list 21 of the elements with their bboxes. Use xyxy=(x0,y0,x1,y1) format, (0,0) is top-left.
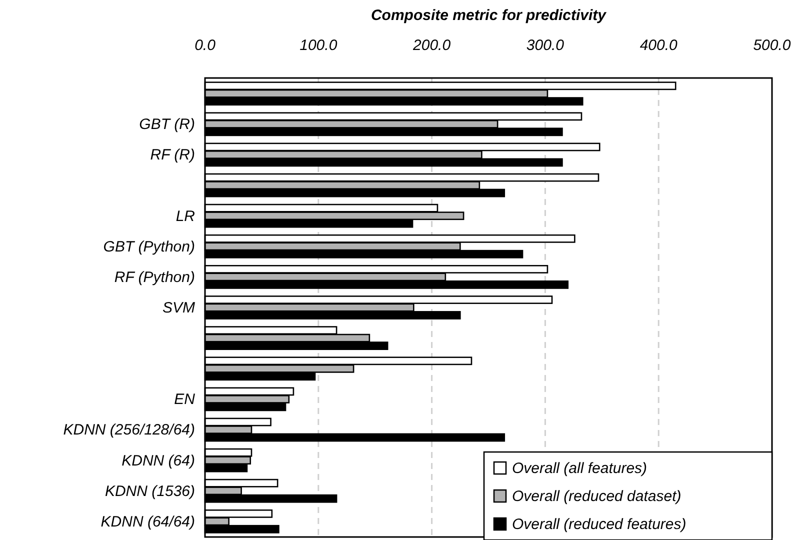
y-tick-label: SVM xyxy=(162,300,196,316)
y-tick-label: GBT (R) xyxy=(139,116,195,134)
legend-label: Overall (reduced dataset) xyxy=(512,488,682,505)
x-tick-label: 0.0 xyxy=(194,37,216,54)
y-tick-label: GBT (Python) xyxy=(103,238,195,256)
y-tick-label: KDNN (64/64) xyxy=(100,513,195,530)
x-tick-label: 400.0 xyxy=(640,37,678,54)
x-tick-label: 300.0 xyxy=(526,37,565,54)
y-tick-label: KDNN (64) xyxy=(122,452,195,470)
y-tick-label: RF (Python) xyxy=(114,268,195,286)
y-tick-label: KDNN (1536) xyxy=(104,482,196,500)
y-tick-label: KDNN (256/128/64) xyxy=(63,422,196,439)
legend-label: Overall (all features) xyxy=(512,460,648,477)
x-tick-label: 100.0 xyxy=(300,37,338,54)
legend-label: Overall (reduced features) xyxy=(512,516,686,533)
y-tick-label: EN xyxy=(174,391,196,408)
y-tick-label: LR xyxy=(176,208,196,225)
x-tick-label: 200.0 xyxy=(412,37,452,54)
x-axis-title: Composite metric for predictivity xyxy=(370,7,607,24)
y-tick-label: RF (R) xyxy=(150,146,195,164)
x-tick-label: 500.0 xyxy=(753,37,792,54)
